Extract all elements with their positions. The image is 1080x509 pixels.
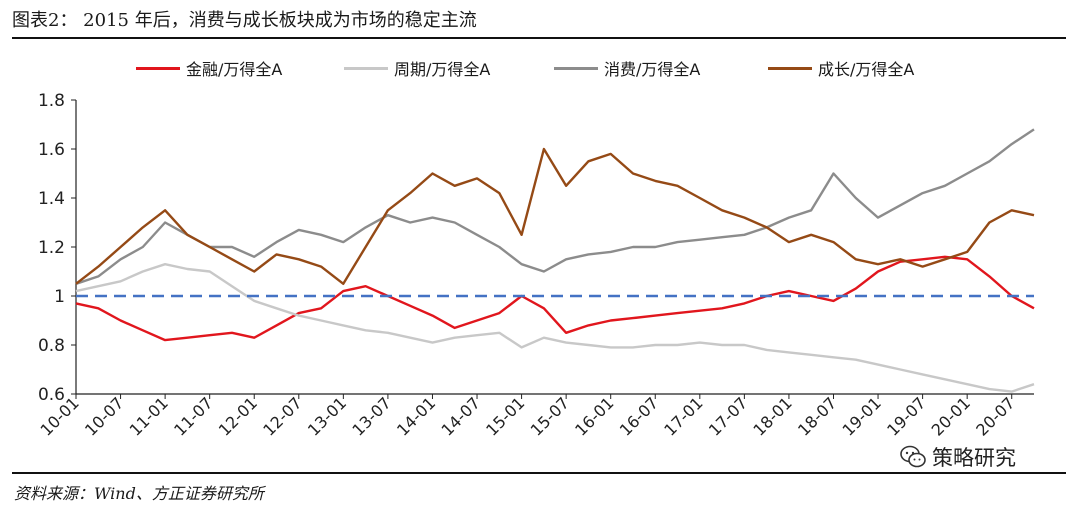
legend-swatch-finance: [136, 66, 180, 70]
x-tick-label: 11-01: [126, 393, 172, 439]
legend-swatch-consumer: [554, 66, 598, 70]
legend-label-growth: 成长/万得全A: [818, 60, 915, 79]
x-tick-label: 19-07: [883, 393, 929, 439]
x-tick-label: 11-07: [170, 393, 216, 439]
legend-item-cyclical: 周期/万得全A: [344, 56, 490, 80]
legend-label-consumer: 消费/万得全A: [604, 60, 701, 79]
x-tick-label: 12-07: [259, 393, 305, 439]
title-divider: [12, 37, 1066, 39]
y-tick-label: 1: [54, 287, 65, 307]
y-tick-label: 0.8: [38, 336, 65, 356]
series-line-consumer: [75, 128, 1035, 285]
x-tick-label: 15-07: [527, 393, 573, 439]
x-tick-label: 13-07: [348, 393, 394, 439]
source-note: 资料来源：Wind、方正证券研究所: [14, 484, 264, 503]
y-tick-label: 1.8: [38, 91, 65, 111]
legend-item-finance: 金融/万得全A: [136, 56, 282, 80]
legend-swatch-cyclical: [344, 66, 388, 70]
x-tick-label: 20-01: [928, 393, 974, 439]
x-tick-label: 13-01: [304, 393, 350, 439]
legend-item-growth: 成长/万得全A: [768, 56, 914, 80]
x-tick-label: 16-01: [571, 393, 617, 439]
legend-swatch-growth: [768, 66, 812, 70]
series-line-cyclical: [75, 263, 1035, 393]
chart-legend: 金融/万得全A 周期/万得全A 消费/万得全A 成长/万得全A: [0, 56, 1080, 82]
x-tick-label: 17-01: [660, 393, 706, 439]
legend-item-consumer: 消费/万得全A: [554, 56, 700, 80]
series-line-growth: [75, 147, 1035, 285]
x-tick-label: 18-07: [794, 393, 840, 439]
source-divider: [12, 472, 1066, 474]
x-tick-label: 14-01: [393, 393, 439, 439]
legend-label-cyclical: 周期/万得全A: [394, 60, 491, 79]
y-tick-label: 1.4: [38, 189, 65, 209]
x-tick-label: 12-01: [215, 393, 261, 439]
series-line-finance: [75, 255, 1035, 342]
x-tick-label: 20-07: [972, 393, 1018, 439]
figure-title: 图表2： 2015 年后，消费与成长板块成为市场的稳定主流: [12, 10, 477, 31]
y-tick-label: 1.6: [38, 140, 65, 160]
x-tick-label: 17-07: [705, 393, 751, 439]
x-tick-label: 19-01: [839, 393, 885, 439]
wechat-icon: [900, 445, 926, 468]
watermark-text: 策略研究: [932, 446, 1016, 470]
x-tick-label: 14-07: [438, 393, 484, 439]
y-tick-label: 0.6: [38, 385, 65, 405]
x-tick-label: 16-07: [616, 393, 662, 439]
x-tick-label: 10-07: [81, 393, 127, 439]
x-tick-label: 18-01: [749, 393, 795, 439]
x-tick-label: 15-01: [482, 393, 528, 439]
watermark: 策略研究: [900, 442, 1016, 472]
legend-label-finance: 金融/万得全A: [186, 60, 283, 79]
y-tick-label: 1.2: [38, 238, 65, 258]
